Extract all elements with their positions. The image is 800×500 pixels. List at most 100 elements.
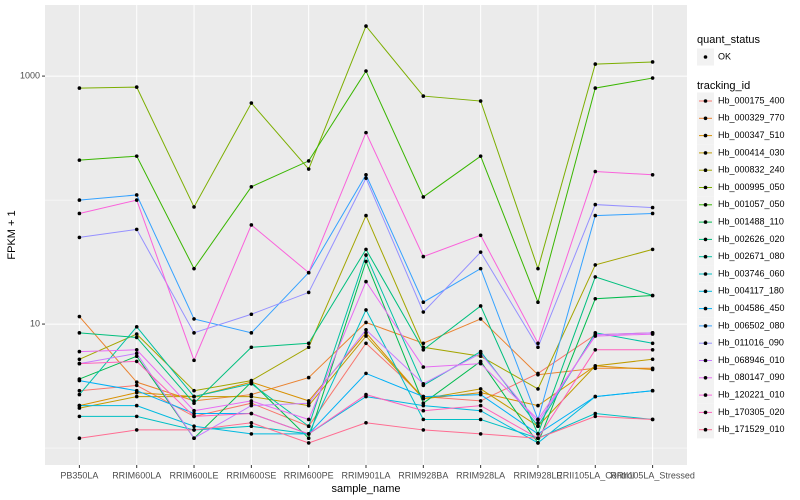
data-point: [134, 359, 139, 364]
data-point: [650, 60, 655, 64]
data-point: [364, 341, 368, 346]
data-point: [478, 408, 483, 413]
data-point: [478, 99, 483, 103]
data-point: [478, 351, 483, 356]
data-point: [192, 394, 196, 399]
data-point: [249, 223, 254, 227]
data-point: [249, 411, 254, 416]
legend-point: [703, 306, 708, 311]
legend-label: Hb_171529_010: [718, 424, 785, 434]
legend-label: Hb_001057_050: [718, 199, 785, 209]
legend-label: Hb_004117_180: [718, 286, 784, 296]
legend-point: [703, 237, 708, 242]
data-point: [478, 432, 483, 436]
data-point: [192, 414, 196, 419]
data-point: [306, 432, 311, 436]
data-point: [134, 348, 139, 352]
data-point: [134, 414, 139, 419]
data-point: [536, 417, 540, 422]
data-point: [421, 381, 426, 386]
legend-point: [703, 376, 708, 380]
legend-label: Hb_002626_020: [718, 234, 785, 244]
data-point: [421, 403, 426, 408]
data-point: [421, 310, 426, 314]
data-point: [650, 417, 655, 422]
data-point: [77, 158, 82, 162]
data-point: [192, 424, 196, 429]
data-point: [77, 349, 82, 354]
legend-point: [703, 358, 708, 363]
data-point: [650, 205, 655, 210]
data-point: [134, 394, 139, 399]
legend-point: [703, 133, 708, 138]
data-point: [306, 290, 311, 295]
x-tick-label: RRII105LA_Stressed: [610, 470, 695, 480]
data-point: [364, 172, 368, 177]
legend-label: Hb_170305_020: [718, 407, 785, 417]
legend-label: Hb_000832_240: [718, 165, 785, 175]
data-point: [364, 247, 368, 252]
data-point: [192, 401, 196, 406]
data-point: [306, 417, 311, 422]
data-point: [593, 62, 598, 66]
data-point: [134, 85, 139, 89]
data-point: [249, 381, 254, 386]
y-tick-label: 1000: [20, 70, 40, 80]
x-tick-label: RRIM600SE: [226, 470, 276, 480]
data-point: [593, 169, 598, 174]
data-point: [478, 154, 483, 158]
data-point: [134, 403, 139, 408]
data-point: [421, 94, 426, 98]
x-tick-label: RRIM901LA: [341, 470, 390, 480]
data-point: [478, 403, 483, 408]
legend-label: Hb_080147_090: [718, 372, 785, 382]
x-axis-title: sample_name: [331, 483, 400, 495]
data-point: [536, 372, 540, 377]
data-point: [306, 375, 311, 380]
data-point: [650, 348, 655, 352]
data-point: [650, 247, 655, 252]
data-point: [134, 193, 139, 197]
data-point: [421, 428, 426, 432]
data-point: [192, 428, 196, 432]
data-point: [478, 354, 483, 359]
x-tick-label: RRII105LA_Control: [556, 470, 634, 480]
data-point: [249, 101, 254, 105]
data-point: [134, 383, 139, 388]
data-point: [249, 184, 254, 189]
legend-label: Hb_068946_010: [718, 355, 785, 365]
legend-point: [703, 168, 708, 172]
data-point: [650, 341, 655, 346]
data-point: [306, 441, 311, 445]
legend-point: [703, 289, 708, 294]
data-point: [249, 394, 254, 399]
data-point: [364, 130, 368, 135]
legend-point: [703, 203, 708, 207]
legend-point: [703, 324, 708, 328]
data-point: [249, 345, 254, 350]
data-point: [421, 300, 426, 305]
data-point: [421, 254, 426, 259]
data-point: [134, 428, 139, 432]
data-point: [249, 424, 254, 429]
y-axis-title: FPKM + 1: [6, 210, 18, 259]
data-point: [134, 325, 139, 329]
data-point: [478, 233, 483, 238]
x-tick-label: RRIM928BA: [398, 470, 448, 480]
data-point: [650, 388, 655, 393]
legend-point: [703, 341, 708, 346]
data-point: [77, 331, 82, 335]
legend-point: [703, 116, 708, 121]
data-point: [593, 213, 598, 218]
legend-label: Hb_120221_010: [718, 389, 785, 399]
data-point: [593, 334, 598, 338]
y-tick-label: 10: [30, 318, 40, 328]
legend-label: Hb_011016_090: [718, 338, 784, 348]
data-point: [650, 76, 655, 80]
data-point: [306, 424, 311, 429]
legend-label: Hb_000329_770: [718, 113, 785, 123]
data-point: [249, 432, 254, 436]
data-point: [192, 358, 196, 363]
data-point: [536, 424, 540, 429]
data-point: [650, 357, 655, 362]
